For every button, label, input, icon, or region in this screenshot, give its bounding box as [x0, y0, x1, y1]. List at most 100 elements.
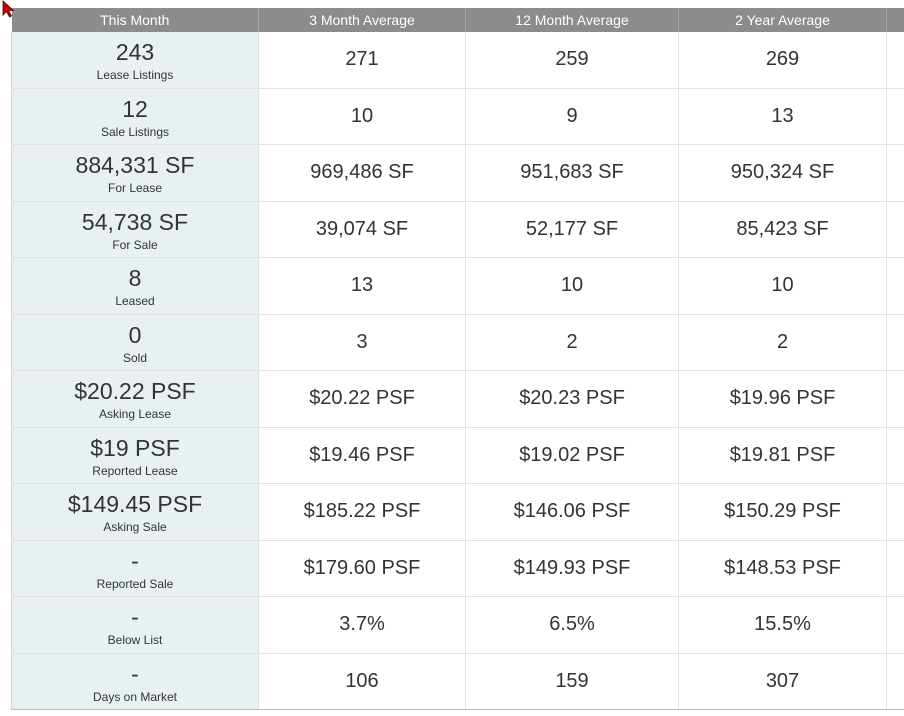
this-month-value: 884,331 SF [75, 152, 195, 178]
this-month-value: 54,738 SF [81, 208, 189, 235]
12-month-average-cell: 9 [465, 88, 679, 145]
2-year-average-cell: 85,423 SF [678, 201, 887, 258]
12-month-average-cell: 6.5% [465, 596, 679, 654]
this-month-cell: 8 Leased [11, 257, 259, 315]
this-month-cell: $19 PSF Reported Lease [11, 427, 259, 484]
3-month-average-cell: 3 [258, 314, 466, 371]
metric-label: Asking Lease [98, 407, 172, 421]
12-month-average-cell: 259 [465, 32, 679, 89]
this-month-cell: 0 Sold [11, 314, 259, 371]
table-row: - Reported Sale $179.60 PSF $149.93 PSF $148… [11, 540, 904, 597]
12-month-average-cell: 52,177 SF [465, 201, 679, 258]
table-row: 243 Lease Listings 271 259 269 [11, 32, 904, 89]
2-year-average-cell: 950,324 SF [678, 144, 887, 202]
this-month-value: 12 [122, 95, 148, 122]
table-row: 884,331 SF For Lease 969,486 SF 951,683 SF 9… [11, 144, 904, 202]
2-year-average-cell: 307 [678, 653, 887, 710]
extra-cell [886, 257, 904, 315]
2-year-average-cell: $19.96 PSF [678, 370, 887, 428]
extra-cell [886, 483, 904, 541]
2-year-average-cell: 2 [678, 314, 887, 371]
this-month-value: $149.45 PSF [67, 491, 203, 517]
header-extra [886, 8, 904, 32]
3-month-average-cell: 3.7% [258, 596, 466, 654]
12-month-average-cell: $19.02 PSF [465, 427, 679, 484]
3-month-average-cell: 106 [258, 653, 466, 710]
3-month-average-cell: 39,074 SF [258, 201, 466, 258]
header-12-month-average: 12 Month Average [465, 8, 679, 32]
12-month-average-cell: $20.23 PSF [465, 370, 679, 428]
3-month-average-cell: $185.22 PSF [258, 483, 466, 541]
this-month-value: - [131, 604, 139, 630]
metric-label: Days on Market [92, 689, 178, 704]
table-header-row: This Month 3 Month Average 12 Month Aver… [11, 8, 904, 32]
this-month-value: 243 [115, 39, 155, 65]
2-year-average-cell: 13 [678, 88, 887, 145]
metric-label: Sale Listings [100, 124, 170, 139]
12-month-average-cell: 10 [465, 257, 679, 315]
this-month-cell: $149.45 PSF Asking Sale [11, 483, 259, 541]
2-year-average-cell: 269 [678, 32, 887, 89]
2-year-average-cell: $148.53 PSF [678, 540, 887, 597]
metric-label: Lease Listings [96, 68, 174, 82]
this-month-cell: 243 Lease Listings [11, 32, 259, 89]
12-month-average-cell: $146.06 PSF [465, 483, 679, 541]
this-month-cell: $20.22 PSF Asking Lease [11, 370, 259, 428]
extra-cell [886, 88, 904, 145]
this-month-cell: 54,738 SF For Sale [11, 201, 259, 258]
2-year-average-cell: 10 [678, 257, 887, 315]
this-month-value: 0 [128, 321, 142, 348]
this-month-cell: - Reported Sale [11, 540, 259, 597]
table-row: 12 Sale Listings 10 9 13 [11, 88, 904, 145]
3-month-average-cell: 271 [258, 32, 466, 89]
this-month-cell: 884,331 SF For Lease [11, 144, 259, 202]
metric-label: Asking Sale [103, 520, 167, 534]
2-year-average-cell: 15.5% [678, 596, 887, 654]
this-month-value: 8 [128, 265, 142, 291]
header-3-month-average: 3 Month Average [258, 8, 466, 32]
12-month-average-cell: 2 [465, 314, 679, 371]
header-2-year-average: 2 Year Average [678, 8, 887, 32]
extra-cell [886, 540, 904, 597]
extra-cell [886, 596, 904, 654]
extra-cell [886, 314, 904, 371]
this-month-value: - [131, 547, 139, 574]
table-row: 8 Leased 13 10 10 [11, 257, 904, 315]
3-month-average-cell: 13 [258, 257, 466, 315]
extra-cell [886, 427, 904, 484]
table-row: $20.22 PSF Asking Lease $20.22 PSF $20.23 P… [11, 370, 904, 428]
12-month-average-cell: 159 [465, 653, 679, 710]
12-month-average-cell: 951,683 SF [465, 144, 679, 202]
this-month-value: $20.22 PSF [74, 378, 196, 404]
table-row: 0 Sold 3 2 2 [11, 314, 904, 371]
mouse-pointer-icon [2, 0, 15, 18]
3-month-average-cell: $179.60 PSF [258, 540, 466, 597]
3-month-average-cell: $19.46 PSF [258, 427, 466, 484]
table-row: - Days on Market 106 159 307 [11, 653, 904, 710]
metric-label: Below List [107, 633, 163, 647]
this-month-cell: - Days on Market [11, 653, 259, 710]
3-month-average-cell: $20.22 PSF [258, 370, 466, 428]
extra-cell [886, 201, 904, 258]
metric-label: Reported Lease [92, 463, 178, 478]
12-month-average-cell: $149.93 PSF [465, 540, 679, 597]
3-month-average-cell: 969,486 SF [258, 144, 466, 202]
2-year-average-cell: $150.29 PSF [678, 483, 887, 541]
extra-cell [886, 32, 904, 89]
this-month-value: $19 PSF [90, 434, 180, 461]
table-row: - Below List 3.7% 6.5% 15.5% [11, 596, 904, 654]
market-stats-table: This Month 3 Month Average 12 Month Aver… [11, 8, 904, 710]
this-month-cell: 12 Sale Listings [11, 88, 259, 145]
metric-label: Leased [115, 294, 155, 308]
table-row: 54,738 SF For Sale 39,074 SF 52,177 SF 85,42… [11, 201, 904, 258]
extra-cell [886, 370, 904, 428]
3-month-average-cell: 10 [258, 88, 466, 145]
table-row: $149.45 PSF Asking Sale $185.22 PSF $146.06… [11, 483, 904, 541]
extra-cell [886, 653, 904, 710]
extra-cell [886, 144, 904, 202]
metric-label: For Lease [107, 181, 163, 195]
this-month-cell: - Below List [11, 596, 259, 654]
header-this-month: This Month [11, 8, 259, 32]
table-row: $19 PSF Reported Lease $19.46 PSF $19.02 PS… [11, 427, 904, 484]
this-month-value: - [131, 660, 139, 687]
